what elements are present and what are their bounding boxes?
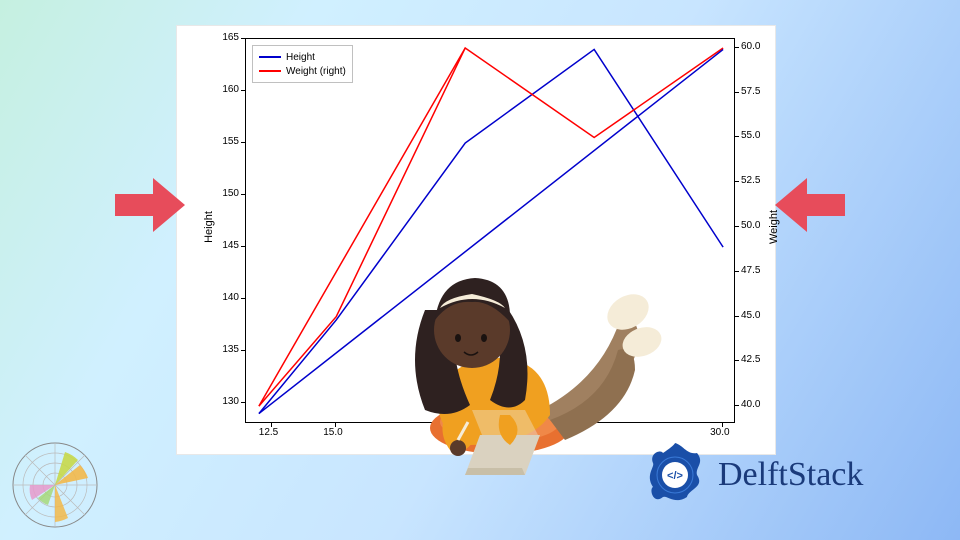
y-right-tick <box>735 92 739 93</box>
y-left-tick <box>241 38 245 39</box>
x-tick <box>722 423 723 427</box>
y-right-tick-label: 45.0 <box>741 310 760 321</box>
y-left-tick <box>241 90 245 91</box>
y-right-tick-label: 60.0 <box>741 41 760 52</box>
y-right-tick <box>735 405 739 406</box>
y-left-tick-label: 135 <box>215 344 239 355</box>
delftstack-logo: </> DelftStack <box>640 440 863 510</box>
x-tick <box>335 423 336 427</box>
y-right-tick <box>735 271 739 272</box>
y-right-tick-label: 57.5 <box>741 86 760 97</box>
y-left-axis-label: Height <box>203 211 215 243</box>
y-left-tick <box>241 246 245 247</box>
y-right-tick <box>735 226 739 227</box>
y-left-tick-label: 165 <box>215 32 239 43</box>
y-right-tick-label: 55.0 <box>741 130 760 141</box>
y-left-tick <box>241 298 245 299</box>
arrow-left-icon <box>115 178 185 232</box>
x-tick-label: 30.0 <box>710 427 729 438</box>
y-left-tick-label: 150 <box>215 188 239 199</box>
y-right-tick <box>735 47 739 48</box>
y-left-tick <box>241 350 245 351</box>
x-tick-label: 15.0 <box>323 427 342 438</box>
girl-illustration-icon <box>350 250 670 480</box>
x-tick <box>271 423 272 427</box>
y-left-tick-label: 145 <box>215 240 239 251</box>
y-right-tick <box>735 360 739 361</box>
arrow-right-icon <box>775 178 845 232</box>
y-left-tick <box>241 142 245 143</box>
y-right-tick-label: 52.5 <box>741 175 760 186</box>
y-left-tick-label: 140 <box>215 292 239 303</box>
y-left-tick-label: 130 <box>215 396 239 407</box>
x-tick-label: 12.5 <box>259 427 278 438</box>
y-left-tick-label: 160 <box>215 84 239 95</box>
y-right-tick-label: 42.5 <box>741 354 760 365</box>
y-right-tick-label: 47.5 <box>741 265 760 276</box>
delftstack-text: DelftStack <box>718 456 863 494</box>
y-right-tick <box>735 181 739 182</box>
y-right-tick-label: 40.0 <box>741 399 760 410</box>
y-left-tick <box>241 402 245 403</box>
polar-rose-icon <box>10 440 100 530</box>
y-right-tick <box>735 136 739 137</box>
y-right-tick <box>735 316 739 317</box>
y-left-tick-label: 155 <box>215 136 239 147</box>
y-right-tick-label: 50.0 <box>741 220 760 231</box>
y-left-tick <box>241 194 245 195</box>
